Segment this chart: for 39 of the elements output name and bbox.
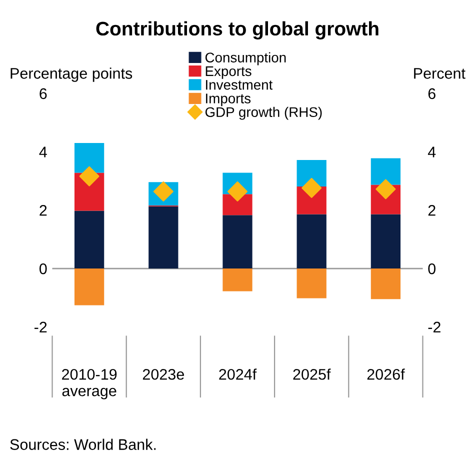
bar (222, 194, 252, 216)
bar (370, 268, 401, 300)
bar (74, 210, 104, 269)
legend-label: Consumption (205, 52, 286, 66)
point (302, 178, 322, 198)
legend-label: Imports (206, 94, 251, 106)
y-axis-title: Percentage points (10, 68, 132, 82)
bar (74, 143, 104, 173)
y-tick-label: 0 (39, 263, 47, 274)
bar (296, 268, 326, 298)
y-tick-label: -2 (34, 322, 47, 332)
y-tick-label: 2 (40, 205, 47, 216)
bar (148, 206, 178, 269)
bar (296, 214, 326, 269)
chart-title: Contributions to global growth (96, 21, 378, 40)
legend-label: GDP growth (RHS) (205, 106, 322, 120)
bar (370, 158, 401, 185)
x-tick-label: 2026f (367, 368, 405, 380)
y-tick-label: 6 (40, 88, 47, 100)
x-tick-label: 2023e (142, 368, 184, 380)
bar (370, 214, 401, 269)
source-note: Sources: World Bank. (10, 438, 156, 450)
y2-tick-label: 0 (428, 263, 436, 274)
legend-label: Exports (206, 66, 252, 79)
bar (74, 268, 104, 306)
x-tick-label: 2025f (293, 368, 331, 380)
x-tick-label: 2024f (219, 368, 257, 380)
y2-tick-label: -2 (428, 322, 440, 332)
legend-label: Investment (206, 80, 273, 90)
y2-axis-title: Percent (414, 68, 466, 79)
y2-tick-label: 6 (428, 88, 436, 100)
y-tick-label: 4 (39, 146, 47, 158)
point (79, 166, 100, 186)
bar (222, 268, 252, 292)
y2-tick-label: 4 (428, 146, 436, 158)
bar (296, 160, 326, 187)
y2-tick-label: 2 (428, 205, 436, 216)
x-tick-label: 2010-19 average (62, 368, 117, 400)
bar (222, 215, 252, 269)
